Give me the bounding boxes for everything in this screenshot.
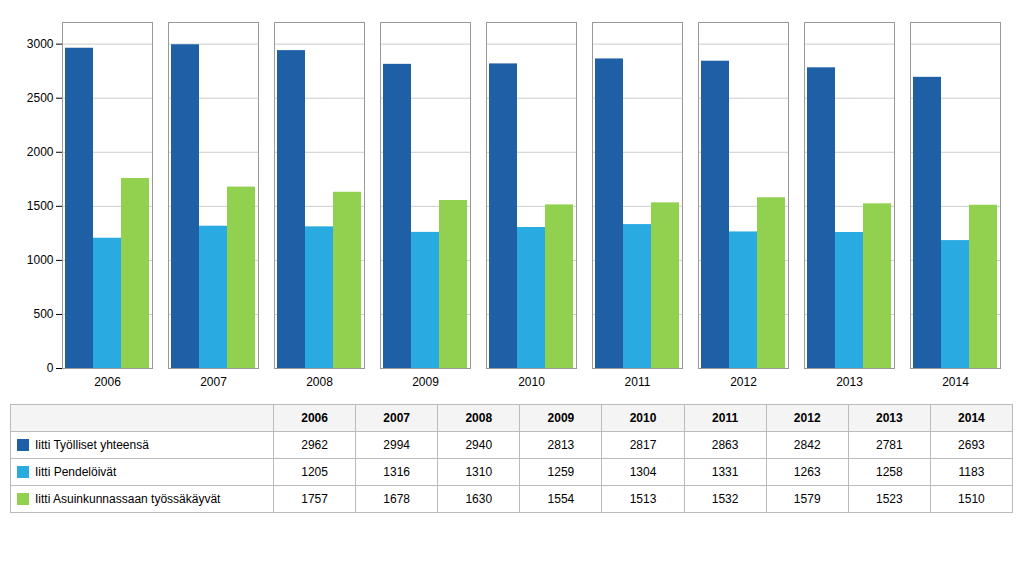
html-text:Iitti Pendelöivät: Iitti Pendelöivät — [35, 465, 117, 479]
html-text:2842: 2842 — [793, 438, 821, 452]
html-text:2007: 2007 — [383, 411, 410, 425]
svg-text:2013: 2013 — [836, 375, 863, 389]
html-text:1579: 1579 — [793, 492, 821, 506]
html-text:2010: 2010 — [629, 411, 657, 425]
svg-text:1500: 1500 — [27, 199, 54, 213]
html-text:1678: 1678 — [383, 492, 410, 506]
svg-text:2500: 2500 — [27, 91, 54, 105]
html-text:2009: 2009 — [547, 411, 575, 425]
html-text:1263: 1263 — [793, 465, 821, 479]
html-text:2011: 2011 — [712, 411, 739, 425]
html-text:1304: 1304 — [629, 465, 657, 479]
html-text:1258: 1258 — [876, 465, 903, 479]
html-text:2813: 2813 — [547, 438, 575, 452]
html-text:2008: 2008 — [465, 411, 493, 425]
html-text:1510: 1510 — [958, 492, 985, 506]
html-text:2817: 2817 — [629, 438, 657, 452]
html-text:2962: 2962 — [301, 438, 328, 452]
svg-text:2007: 2007 — [200, 375, 227, 389]
html-text:2693: 2693 — [958, 438, 985, 452]
html-text:1630: 1630 — [465, 492, 493, 506]
html-text:1532: 1532 — [711, 492, 739, 506]
html-text:1331: 1331 — [711, 465, 739, 479]
html-text:1513: 1513 — [629, 492, 657, 506]
html-text:2940: 2940 — [465, 438, 493, 452]
svg-text:2000: 2000 — [27, 145, 54, 159]
html-text:2006: 2006 — [301, 411, 328, 425]
html-text:Iitti Työlliset yhteensä: Iitti Työlliset yhteensä — [35, 438, 149, 452]
svg-text:500: 500 — [33, 307, 53, 321]
html-text:2013: 2013 — [876, 411, 903, 425]
svg-text:2014: 2014 — [942, 375, 969, 389]
html-text:1554: 1554 — [547, 492, 575, 506]
svg-text:2010: 2010 — [518, 375, 545, 389]
html-text:1183: 1183 — [958, 465, 985, 479]
html-text:1757: 1757 — [301, 492, 328, 506]
html-text:2863: 2863 — [711, 438, 739, 452]
html-text:1259: 1259 — [547, 465, 575, 479]
html-text:1316: 1316 — [383, 465, 410, 479]
html-text:1310: 1310 — [465, 465, 493, 479]
svg-text:2009: 2009 — [412, 375, 439, 389]
svg-text:2008: 2008 — [306, 375, 333, 389]
html-text:2012: 2012 — [793, 411, 821, 425]
html-text:1523: 1523 — [876, 492, 903, 506]
html-text:2781: 2781 — [876, 438, 903, 452]
html-text:1205: 1205 — [301, 465, 328, 479]
svg-text:3000: 3000 — [27, 37, 54, 51]
svg-text:2011: 2011 — [625, 375, 651, 389]
svg-text:2012: 2012 — [730, 375, 757, 389]
html-text:2994: 2994 — [383, 438, 410, 452]
svg-text:1000: 1000 — [27, 253, 54, 267]
svg-text:0: 0 — [47, 361, 54, 375]
svg-text:2006: 2006 — [94, 375, 121, 389]
html-text:Iitti Asuinkunnassaan työssäkä: Iitti Asuinkunnassaan työssäkäyvät — [35, 492, 221, 506]
html-text:2014: 2014 — [958, 411, 985, 425]
